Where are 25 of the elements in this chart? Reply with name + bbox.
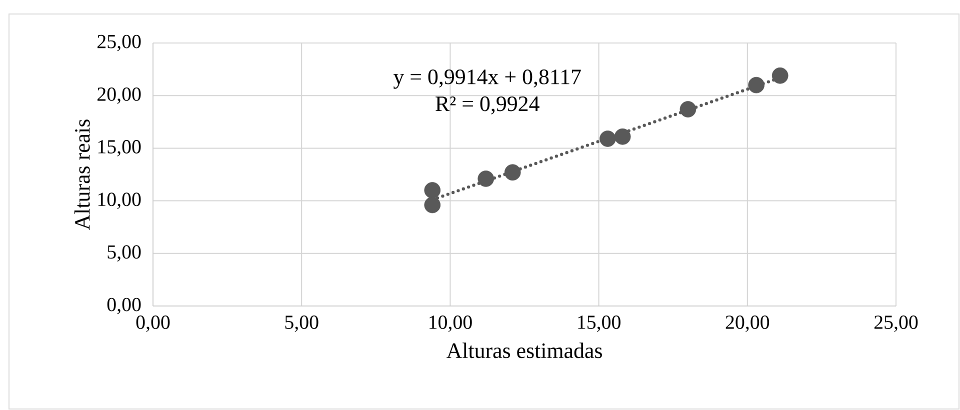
x-tick-label: 25,00 (874, 316, 918, 332)
y-tick-label: 20,00 (98, 87, 141, 104)
annotation: R² = 0,9924 (436, 96, 540, 114)
point (680, 101, 696, 118)
x-tick-label: 15,00 (578, 316, 620, 332)
point (478, 170, 494, 187)
point (424, 182, 441, 198)
point (600, 130, 616, 147)
x-tick-label: 5,00 (285, 316, 318, 332)
x-axis-title: Alturas estimadas (446, 342, 602, 358)
y-tick-label: 5,00 (108, 245, 141, 262)
point (504, 164, 521, 181)
x-tick-label: 20,00 (726, 316, 770, 332)
point (772, 67, 788, 84)
y-tick-label: 15,00 (98, 140, 141, 156)
x-tick-label: 10,00 (430, 316, 472, 332)
point (748, 76, 764, 94)
x-tick-label: 0,00 (136, 316, 170, 332)
y-tick-label: 10,00 (98, 192, 141, 209)
y-tick-label: 0,00 (107, 298, 141, 314)
point (424, 196, 441, 214)
annotation: y = 0,9914x + 0,8117 (393, 69, 581, 89)
y-axis-title: Alturas reais (74, 120, 90, 230)
y-tick-label: 25,00 (98, 34, 141, 52)
point (614, 128, 631, 145)
